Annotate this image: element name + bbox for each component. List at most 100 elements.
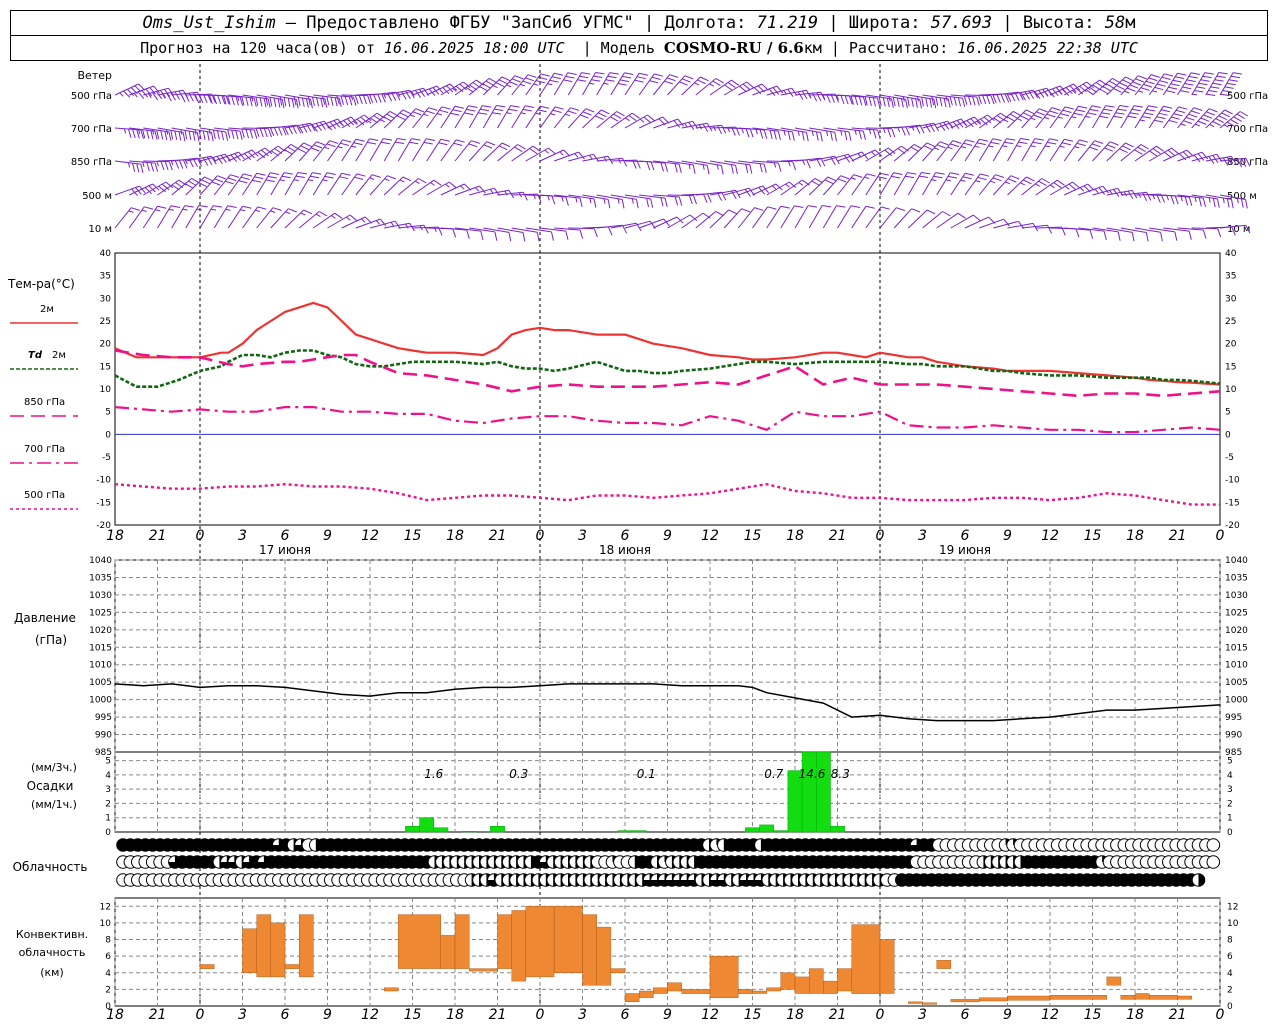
wind-barb xyxy=(879,207,905,229)
wind-barb-shaft xyxy=(865,127,892,130)
wind-barb-feather xyxy=(1166,195,1169,201)
wind-barb-feather xyxy=(480,230,484,241)
wind-barb-feather xyxy=(1221,112,1230,118)
wind-barb-feather xyxy=(654,73,664,77)
wind-barb xyxy=(397,108,425,129)
wind-barb xyxy=(440,183,472,196)
wind-barb-feather xyxy=(1119,148,1128,154)
wind-barb-feather xyxy=(1139,119,1145,122)
wind-barb-feather xyxy=(776,85,784,94)
wind-barb-feather xyxy=(1041,178,1050,184)
wind-barb-feather xyxy=(144,187,152,195)
wind-barb-feather xyxy=(366,119,372,124)
precip-total-label: 0.3 xyxy=(509,767,528,781)
wind-barb-shaft xyxy=(412,226,439,229)
wind-barb-feather xyxy=(763,163,767,173)
wind-barb-feather xyxy=(608,226,613,236)
conv-bar xyxy=(199,964,215,969)
wind-barb-feather xyxy=(466,229,470,239)
wind-barb-shaft xyxy=(1163,149,1188,162)
wind-barb-feather xyxy=(777,162,782,172)
wind-barb xyxy=(1163,227,1192,240)
wind-barb-feather xyxy=(720,165,724,175)
wind-barb-feather xyxy=(987,114,995,121)
wind-barb-feather xyxy=(1126,87,1136,92)
wind-barb-feather xyxy=(1226,82,1236,86)
x-tick-label: 18 xyxy=(1126,528,1144,544)
wind-barb-shaft xyxy=(1106,105,1121,129)
wind-barb-shaft xyxy=(553,107,571,129)
wind-barb-feather xyxy=(282,126,287,136)
conv-bar xyxy=(667,982,682,992)
wind-barb-feather xyxy=(510,105,520,108)
wind-barb xyxy=(865,127,896,138)
wind-barb-feather xyxy=(896,97,900,107)
wind-barb xyxy=(893,208,921,229)
wind-barb-shaft xyxy=(228,94,255,99)
wind-barb-feather xyxy=(1103,108,1113,112)
wind-barb-shaft xyxy=(1078,227,1105,232)
wind-barb-feather xyxy=(243,173,253,177)
wind-barb-feather xyxy=(1091,143,1101,148)
wind-barb-feather xyxy=(535,80,545,84)
conv-bar xyxy=(1007,995,1051,1001)
wind-barb xyxy=(1106,76,1134,96)
wind-barb-feather xyxy=(409,141,419,145)
wind-barb-feather xyxy=(261,149,269,157)
wind-level-label-left: 500 м xyxy=(82,191,112,202)
wind-barb-feather xyxy=(1144,112,1154,116)
wind-barb-feather xyxy=(933,175,943,179)
wind-barb xyxy=(214,127,243,140)
wind-barb-shaft xyxy=(667,214,691,229)
wind-barb-shaft xyxy=(327,116,352,129)
wind-barb xyxy=(851,173,876,196)
wind-barb-feather xyxy=(1206,111,1215,116)
wind-barb-feather xyxy=(728,209,738,215)
wind-barb-feather xyxy=(877,129,881,139)
wind-barb-feather xyxy=(140,129,144,139)
wind-barb-shaft xyxy=(738,127,765,131)
wind-barb-feather xyxy=(128,210,134,213)
temp-y-tick-left: -5 xyxy=(102,453,111,463)
wind-barb-feather xyxy=(1148,105,1158,108)
wind-barb-shaft xyxy=(171,127,198,133)
wind-barb-feather xyxy=(387,175,396,180)
model-unit: км xyxy=(803,39,822,57)
wind-barb-shaft xyxy=(610,222,637,229)
wind-barb xyxy=(185,205,208,229)
wind-barb-feather xyxy=(396,115,406,121)
wind-barb-feather xyxy=(1006,116,1016,122)
temp-y-tick-right: 0 xyxy=(1225,430,1231,440)
wind-barb-feather xyxy=(891,128,896,138)
wind-barb-feather xyxy=(251,96,254,102)
wind-barb-feather xyxy=(239,130,243,140)
wind-barb-feather xyxy=(322,95,326,105)
wind-barb-shaft xyxy=(1078,79,1100,96)
wind-barb-feather xyxy=(741,208,751,213)
wind-barb-feather xyxy=(1202,197,1206,208)
wind-barb-feather xyxy=(1197,120,1207,125)
wind-level-label-left: 850 гПа xyxy=(71,157,112,168)
wind-barb-feather xyxy=(551,195,556,205)
wind-barb-feather xyxy=(379,218,387,227)
wind-barb-feather xyxy=(716,164,719,170)
wind-barb-feather xyxy=(267,175,277,179)
wind-barb-feather xyxy=(1085,116,1091,118)
wind-barb xyxy=(114,207,140,229)
pressure-y-tick-right: 1025 xyxy=(1225,608,1248,618)
wind-barb-feather xyxy=(1094,188,1099,194)
pressure-unit: (гПа) xyxy=(35,633,67,647)
wind-barb-feather xyxy=(565,113,571,117)
wind-barb-feather xyxy=(763,129,768,139)
wind-barb-shaft xyxy=(482,76,503,96)
wind-barb-feather xyxy=(887,147,896,154)
wind-barb xyxy=(624,194,654,208)
precip-y-tick-left: 2 xyxy=(105,799,111,809)
wind-barb-feather xyxy=(1168,119,1178,124)
wind-barb xyxy=(837,174,863,196)
pressure-y-tick-left: 1025 xyxy=(89,608,112,618)
wind-barb-feather xyxy=(468,105,478,108)
wind-level-label-right: 700 гПа xyxy=(1227,124,1268,135)
wind-barb-feather xyxy=(631,198,634,204)
wind-barb-shaft xyxy=(284,172,299,196)
